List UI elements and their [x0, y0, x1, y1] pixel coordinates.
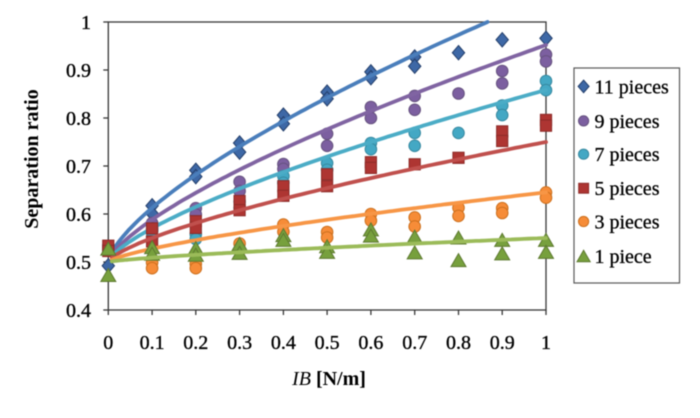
svg-text:0.6: 0.6: [358, 332, 383, 354]
svg-text:Separation ratio: Separation ratio: [21, 89, 43, 228]
svg-text:0.7: 0.7: [402, 332, 427, 354]
svg-text:0.5: 0.5: [315, 332, 340, 354]
svg-text:7 pieces: 7 pieces: [595, 144, 660, 166]
svg-text:0.8: 0.8: [66, 108, 91, 130]
svg-text:0.6: 0.6: [66, 204, 91, 226]
svg-text:0.7: 0.7: [66, 156, 91, 178]
svg-text:5 pieces: 5 pieces: [595, 178, 660, 200]
svg-text:0.9: 0.9: [66, 60, 91, 82]
svg-text:IB [N/m]: IB [N/m]: [291, 368, 366, 390]
svg-text:3 pieces: 3 pieces: [595, 212, 660, 234]
svg-text:0.9: 0.9: [490, 332, 515, 354]
svg-text:1: 1: [81, 12, 91, 34]
svg-text:11 pieces: 11 pieces: [595, 76, 669, 98]
svg-text:1 piece: 1 piece: [595, 246, 652, 268]
svg-text:0.5: 0.5: [66, 252, 91, 274]
svg-text:0.8: 0.8: [446, 332, 471, 354]
svg-text:0.4: 0.4: [66, 300, 91, 322]
svg-text:0: 0: [103, 332, 113, 354]
svg-text:0.3: 0.3: [227, 332, 252, 354]
svg-text:0.4: 0.4: [271, 332, 296, 354]
svg-text:0.2: 0.2: [183, 332, 208, 354]
svg-text:9 pieces: 9 pieces: [595, 111, 660, 133]
svg-text:1: 1: [541, 332, 551, 354]
svg-text:0.1: 0.1: [140, 332, 165, 354]
